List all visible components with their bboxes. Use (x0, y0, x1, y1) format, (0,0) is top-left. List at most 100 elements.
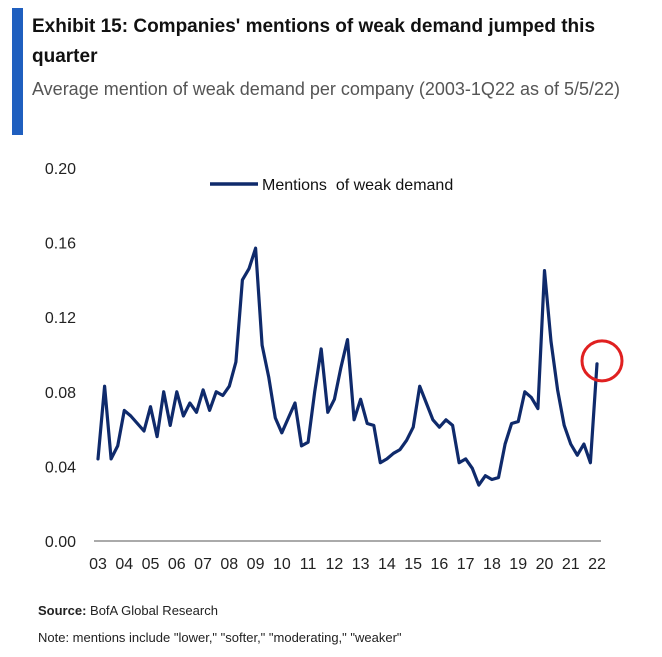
data-point (274, 416, 277, 420)
data-point (536, 407, 540, 410)
data-point (359, 398, 362, 401)
data-point (562, 424, 566, 427)
data-point (589, 461, 592, 464)
data-point (339, 366, 343, 369)
data-point (326, 411, 330, 414)
x-tick-label: 04 (115, 556, 133, 573)
data-point (96, 457, 100, 461)
data-point (254, 246, 257, 250)
data-point (582, 442, 586, 446)
data-point (182, 414, 185, 418)
series-line-weak-demand (96, 246, 599, 487)
y-tick-label: 0.16 (45, 236, 76, 253)
data-point (313, 390, 316, 393)
data-point (221, 394, 224, 397)
data-point (320, 347, 323, 351)
data-point (569, 442, 572, 446)
data-point (149, 405, 152, 408)
data-point (405, 439, 408, 442)
data-point (214, 390, 218, 393)
data-point (293, 401, 297, 405)
x-tick-label: 21 (562, 556, 580, 573)
data-point (530, 396, 533, 399)
data-point (188, 401, 192, 405)
data-point (576, 454, 579, 457)
data-point (195, 411, 198, 414)
data-point (201, 388, 205, 392)
footnote: Note: mentions include "lower," "softer,… (38, 630, 402, 645)
y-tick-label: 0.00 (45, 534, 76, 551)
y-tick-label: 0.12 (45, 310, 76, 327)
data-point (517, 420, 520, 423)
data-point (398, 448, 402, 451)
data-point (109, 457, 113, 461)
data-point (129, 414, 133, 418)
data-point (556, 388, 559, 392)
x-tick-label: 15 (404, 556, 422, 573)
chart-title: Exhibit 15: Companies' mentions of weak … (32, 16, 596, 67)
data-point (418, 385, 421, 388)
data-point (247, 267, 251, 270)
data-point (228, 385, 231, 388)
y-tick-label: 0.04 (45, 459, 76, 476)
legend-label: Mentions of weak demand (262, 177, 453, 194)
data-point (411, 426, 415, 429)
data-point (431, 418, 435, 421)
highlight-circle (580, 339, 624, 383)
data-point (346, 338, 349, 341)
chart-subtitle: Average mention of weak demand per compa… (32, 79, 621, 99)
x-tick-label: 22 (588, 556, 606, 573)
data-point (116, 444, 119, 448)
data-point (287, 416, 290, 420)
data-point (365, 422, 369, 425)
data-point (477, 483, 481, 487)
x-tick-label: 10 (273, 556, 291, 573)
data-point (241, 278, 244, 282)
data-point (234, 360, 238, 364)
x-tick-label: 20 (536, 556, 554, 573)
y-tick-label: 0.08 (45, 385, 76, 402)
data-point (490, 478, 494, 481)
x-tick-label: 03 (89, 556, 107, 573)
x-tick-label: 06 (168, 556, 186, 573)
y-tick-label: 0.20 (45, 161, 76, 178)
data-point (484, 474, 487, 477)
data-point (392, 452, 395, 455)
data-point (280, 431, 284, 435)
data-point (352, 418, 356, 421)
x-tick-label: 18 (483, 556, 501, 573)
data-point (267, 375, 270, 379)
data-point (549, 340, 553, 343)
data-point (444, 418, 448, 421)
data-point (464, 457, 467, 461)
data-point (543, 269, 546, 272)
data-point (457, 461, 461, 464)
data-point (451, 424, 454, 427)
data-point (425, 401, 428, 405)
source-line: Source: BofA Global Research (38, 603, 218, 618)
x-tick-label: 07 (194, 556, 212, 573)
data-point (438, 426, 441, 429)
data-point (385, 457, 389, 461)
x-tick-label: 17 (457, 556, 475, 573)
data-point (103, 385, 106, 388)
data-point (510, 422, 513, 425)
source-label: Source: (38, 603, 87, 618)
data-point (523, 390, 526, 393)
data-point (497, 476, 500, 479)
line-chart: 0.00 0.04 0.08 0.12 0.16 0.20 03 04 05 06 07 08 09 10… (45, 161, 624, 573)
data-point (595, 362, 599, 366)
data-point (306, 440, 310, 444)
x-tick-label: 14 (378, 556, 396, 573)
data-point (142, 429, 146, 433)
data-point (503, 442, 507, 446)
data-point (379, 461, 382, 464)
data-point (208, 409, 211, 412)
x-tick-label: 08 (220, 556, 238, 573)
x-tick-label: 11 (300, 556, 317, 573)
x-tick-label: 13 (352, 556, 370, 573)
x-tick-label: 12 (325, 556, 343, 573)
data-point (471, 467, 474, 470)
data-point (333, 398, 336, 401)
data-point (260, 343, 264, 347)
